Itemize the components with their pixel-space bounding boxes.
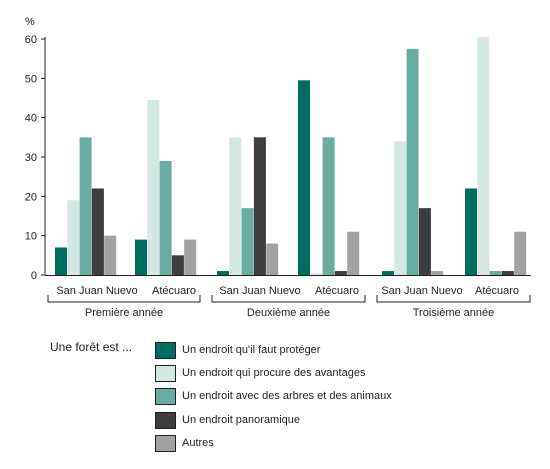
legend-label: Un endroit panoramique bbox=[182, 414, 301, 426]
x-group-label: Troisième année bbox=[413, 307, 495, 319]
bar bbox=[253, 137, 266, 275]
x-category-label: Atécuaro bbox=[152, 285, 196, 297]
bars bbox=[55, 37, 527, 276]
x-group-label: Première année bbox=[85, 307, 163, 319]
bar bbox=[171, 255, 184, 275]
y-tick-label: 30 bbox=[25, 152, 37, 164]
bar bbox=[298, 80, 310, 275]
x-category-label: San Juan Nuevo bbox=[56, 285, 137, 297]
y-tick-label: 50 bbox=[25, 73, 37, 85]
legend-item: Un endroit qu'il faut protéger bbox=[155, 340, 320, 360]
group-bracket bbox=[47, 295, 201, 303]
bar bbox=[147, 99, 160, 275]
bar bbox=[229, 137, 242, 275]
bar bbox=[382, 271, 394, 275]
legend-swatch bbox=[155, 434, 176, 452]
bar bbox=[159, 160, 172, 275]
x-category-label: San Juan Nuevo bbox=[381, 285, 462, 297]
legend-swatch bbox=[155, 364, 176, 382]
bar bbox=[184, 239, 197, 275]
bar-chart: % 0 10 20 30 40 50 60 San Juan Nuevo Atécuaro Pr… bbox=[25, 16, 531, 319]
y-tick-label: 10 bbox=[25, 231, 37, 243]
y-axis: 0 10 20 30 40 50 60 bbox=[25, 34, 46, 282]
y-tick-label: 0 bbox=[31, 270, 37, 282]
legend-item: Un endroit avec des arbres et des animau… bbox=[155, 386, 392, 406]
y-unit-label: % bbox=[25, 16, 35, 28]
bar bbox=[67, 200, 80, 275]
bar bbox=[406, 48, 419, 276]
legend-label: Un endroit qui procure des avantages bbox=[182, 367, 366, 379]
bar bbox=[55, 247, 67, 275]
bar bbox=[266, 243, 279, 275]
x-category-label: Atécuaro bbox=[315, 285, 359, 297]
bar bbox=[310, 273, 323, 275]
bar bbox=[477, 37, 490, 276]
x-group-label: Deuxième année bbox=[247, 307, 330, 319]
bar bbox=[431, 271, 444, 275]
bar bbox=[347, 231, 360, 275]
bar bbox=[135, 239, 147, 275]
legend-item: Un endroit qui procure des avantages bbox=[155, 363, 365, 383]
bar bbox=[501, 271, 514, 275]
y-tick-label: 40 bbox=[25, 113, 37, 125]
bar bbox=[334, 271, 347, 275]
legend-label: Un endroit avec des arbres et des animau… bbox=[182, 390, 392, 402]
bar bbox=[217, 271, 229, 275]
legend-title: Une forêt est ... bbox=[50, 340, 133, 354]
y-tick-label: 60 bbox=[25, 34, 37, 46]
x-category-label: Atécuaro bbox=[475, 285, 519, 297]
bar bbox=[104, 235, 117, 275]
legend-swatch bbox=[155, 411, 176, 429]
legend-item: Un endroit panoramique bbox=[155, 410, 300, 430]
legend: Une forêt est ... Un endroit qu'il faut … bbox=[0, 336, 550, 466]
bar bbox=[241, 208, 254, 275]
legend-swatch bbox=[155, 387, 176, 405]
legend-swatch bbox=[155, 341, 176, 359]
bar bbox=[394, 141, 407, 275]
bar bbox=[79, 137, 92, 275]
bar bbox=[91, 188, 104, 275]
legend-item: Autres bbox=[155, 433, 214, 453]
group-bracket bbox=[376, 295, 531, 303]
x-category-label: San Juan Nuevo bbox=[219, 285, 300, 297]
bar bbox=[465, 188, 477, 275]
legend-label: Autres bbox=[182, 437, 214, 449]
group-bracket bbox=[211, 295, 366, 303]
y-tick-label: 20 bbox=[25, 191, 37, 203]
legend-label: Un endroit qu'il faut protéger bbox=[182, 344, 321, 356]
bar bbox=[418, 208, 431, 275]
x-axis: San Juan Nuevo Atécuaro Première année San … bbox=[45, 275, 531, 319]
bar bbox=[322, 137, 335, 275]
bar bbox=[489, 271, 502, 275]
bar bbox=[514, 231, 527, 275]
